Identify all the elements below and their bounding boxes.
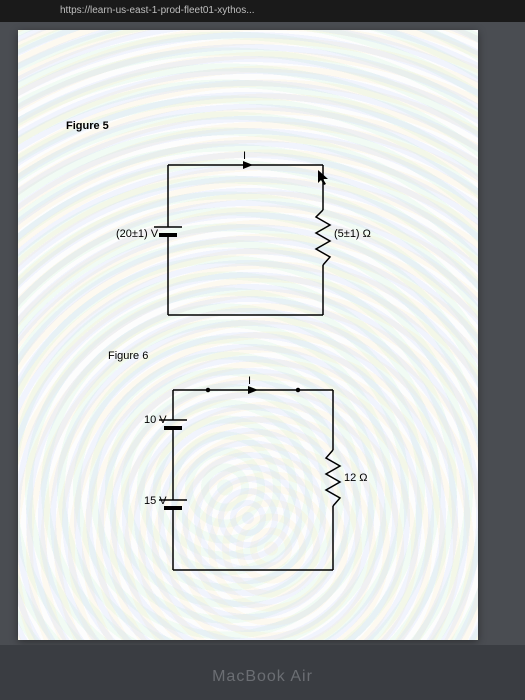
document-page: Figure 5 bbox=[18, 30, 478, 640]
mouse-cursor-icon bbox=[318, 170, 330, 186]
device-label: MacBook Air bbox=[0, 668, 525, 686]
figure5-circuit bbox=[148, 145, 368, 345]
figure5-resistor-label: (5±1) Ω bbox=[334, 228, 371, 240]
browser-address-bar[interactable]: https://learn-us-east-1-prod-fleet01-xyt… bbox=[0, 0, 525, 22]
figure6-resistor-label: 12 Ω bbox=[344, 472, 368, 484]
figure5-voltage-label: (20±1) V bbox=[116, 228, 158, 240]
figure6-voltage1-label: 10 V bbox=[144, 414, 167, 426]
url-text: https://learn-us-east-1-prod-fleet01-xyt… bbox=[60, 5, 255, 16]
figure6-current-label: I bbox=[248, 375, 251, 387]
laptop-screen: https://learn-us-east-1-prod-fleet01-xyt… bbox=[0, 0, 525, 700]
figure5-title: Figure 5 bbox=[66, 120, 109, 132]
figure5-current-label: I bbox=[243, 150, 246, 162]
figure6-title: Figure 6 bbox=[108, 350, 148, 362]
figure6-voltage2-label: 15 V bbox=[144, 495, 167, 507]
